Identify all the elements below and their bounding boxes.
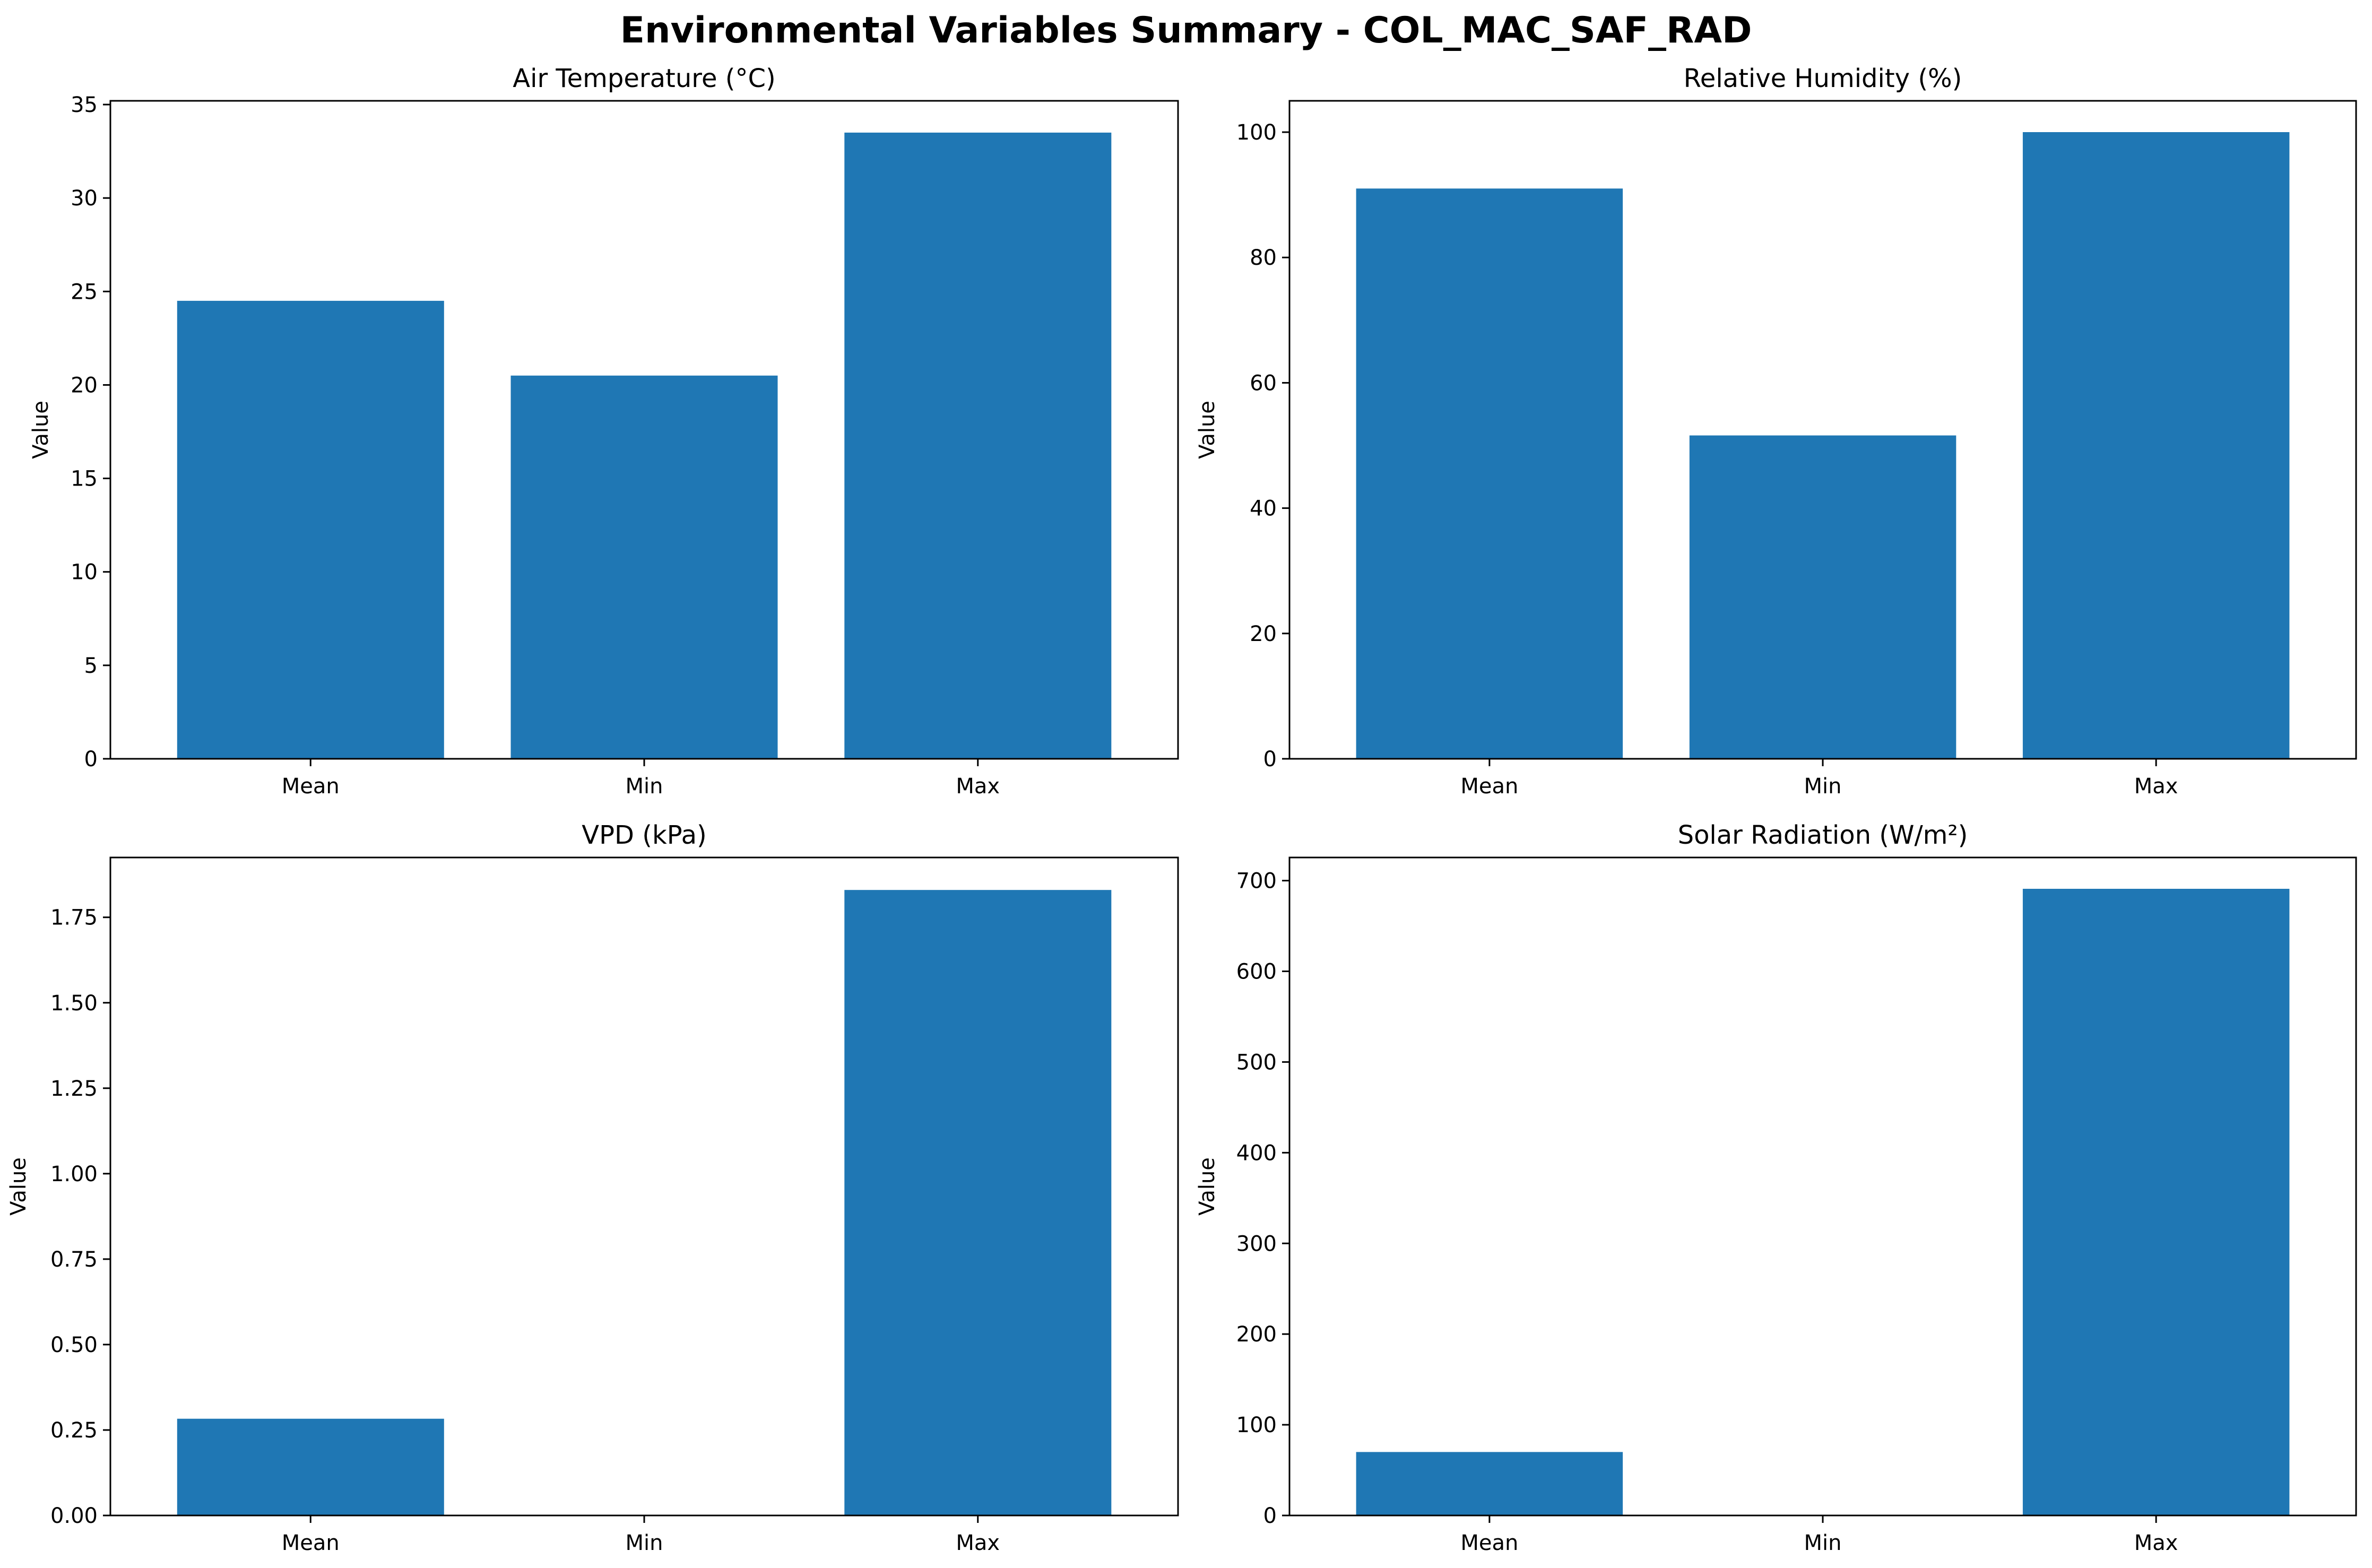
bar-mean [177, 300, 444, 759]
subplot-title: Solar Radiation (W/m²) [1678, 820, 1968, 850]
bar-max [844, 132, 1112, 759]
y-tick-label: 25 [71, 280, 98, 304]
y-tick-label: 200 [1236, 1322, 1277, 1347]
x-tick-label: Mean [282, 774, 340, 799]
y-tick-label: 400 [1236, 1141, 1277, 1165]
x-tick-label: Max [2134, 774, 2178, 799]
y-tick-label: 0.00 [50, 1504, 98, 1528]
x-tick-label: Mean [282, 1531, 340, 1555]
y-tick-label: 0.50 [50, 1333, 98, 1357]
bar-max [844, 890, 1112, 1515]
y-tick-label: 20 [71, 373, 98, 397]
x-tick-label: Min [626, 1531, 663, 1555]
bar-mean [1356, 188, 1623, 759]
y-tick-label: 15 [71, 467, 98, 491]
bar-mean [177, 1418, 444, 1515]
x-tick-label: Mean [1460, 1531, 1518, 1555]
y-tick-label: 0.75 [50, 1248, 98, 1272]
y-axis-label: Value [29, 401, 53, 459]
y-tick-label: 35 [71, 93, 98, 117]
x-tick-label: Min [1804, 774, 1842, 799]
y-tick-label: 30 [71, 186, 98, 211]
y-axis-label: Value [1195, 401, 1219, 459]
y-tick-label: 0 [1263, 747, 1277, 772]
subplot-1: Mean Min Max 0 5 10 15 20 25 30 35 Air Temperature … [29, 64, 1179, 799]
y-tick-label: 80 [1250, 246, 1277, 270]
x-tick-label: Max [956, 774, 1000, 799]
y-tick-label: 40 [1250, 497, 1277, 521]
subplot-4: Mean Min Max 0 100 200 300 400 500 600 700 Solar Ra… [1195, 820, 2357, 1555]
bar-min [510, 375, 778, 759]
y-tick-label: 0.25 [50, 1418, 98, 1443]
subplot-title: Relative Humidity (%) [1684, 64, 1962, 93]
x-tick-label: Min [626, 774, 663, 799]
y-tick-label: 1.25 [50, 1077, 98, 1101]
bar-max [2022, 889, 2290, 1515]
axes-frame [1288, 100, 2357, 760]
axes-frame [109, 100, 1179, 760]
y-tick-label: 0 [84, 747, 98, 772]
y-tick-label: 5 [84, 654, 98, 678]
y-tick-label: 1.75 [50, 906, 98, 930]
bar-max [2022, 132, 2290, 759]
bar-min [1689, 435, 1957, 759]
figure-title: Environmental Variables Summary - COL_MA… [620, 10, 1752, 51]
x-tick-label: Mean [1460, 774, 1518, 799]
subplot-3: Mean Min Max 0.00 0.25 0.50 0.75 1.00 1.25 1.50 1.… [6, 820, 1179, 1555]
y-tick-label: 700 [1236, 869, 1277, 894]
x-tick-label: Max [2134, 1531, 2178, 1555]
y-tick-label: 0 [1263, 1504, 1277, 1528]
x-tick-label: Min [1804, 1531, 1842, 1555]
y-tick-label: 100 [1236, 1413, 1277, 1437]
y-tick-label: 300 [1236, 1232, 1277, 1256]
y-axis-label: Value [1195, 1157, 1219, 1216]
axes-frame [109, 856, 1179, 1517]
subplots-container: Mean Min Max 0 5 10 15 20 25 30 35 Air Temperature … [6, 64, 2357, 1555]
y-tick-label: 600 [1236, 960, 1277, 984]
axes-frame [1288, 856, 2357, 1517]
subplot-title: Air Temperature (°C) [513, 64, 775, 93]
y-tick-label: 1.00 [50, 1162, 98, 1186]
y-tick-label: 60 [1250, 371, 1277, 395]
y-tick-label: 1.50 [50, 991, 98, 1016]
subplot-2: Mean Min Max 0 20 40 60 80 100 Relative Humidity … [1195, 64, 2357, 799]
y-axis-label: Value [6, 1157, 31, 1216]
bar-mean [1356, 1452, 1623, 1515]
y-tick-label: 10 [71, 560, 98, 585]
x-tick-label: Max [956, 1531, 1000, 1555]
y-tick-label: 500 [1236, 1050, 1277, 1075]
y-tick-label: 20 [1250, 622, 1277, 646]
subplot-title: VPD (kPa) [582, 820, 706, 850]
y-tick-label: 100 [1236, 120, 1277, 145]
